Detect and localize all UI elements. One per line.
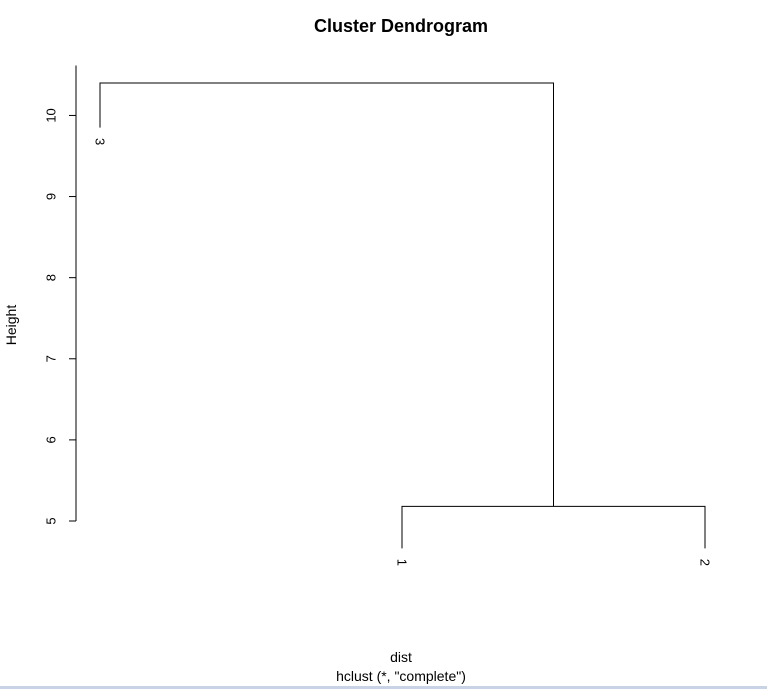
method-sublabel: hclust (*, "complete") [336,668,466,684]
dendrogram-branches [99,82,706,549]
leaf-label: 2 [697,559,712,566]
y-tick-label: 7 [44,355,59,362]
leaf-label: 3 [92,138,107,145]
branch-merge-1-2 [401,505,706,549]
y-tick-label: 9 [44,193,59,200]
y-tick-label: 5 [44,517,59,524]
leaf-labels: 3 1 2 [92,138,712,566]
y-tick-label: 10 [44,108,59,122]
leaf-label: 1 [394,559,409,566]
window-bottom-border [0,686,767,689]
branch-merge-root [99,82,554,507]
chart-title: Cluster Dendrogram [314,16,488,36]
y-axis: 5 6 7 8 9 10 [44,65,77,525]
y-tick-label: 8 [44,274,59,281]
y-tick-label: 6 [44,436,59,443]
y-axis-label: Height [3,305,19,346]
x-axis-label: dist [390,649,412,665]
